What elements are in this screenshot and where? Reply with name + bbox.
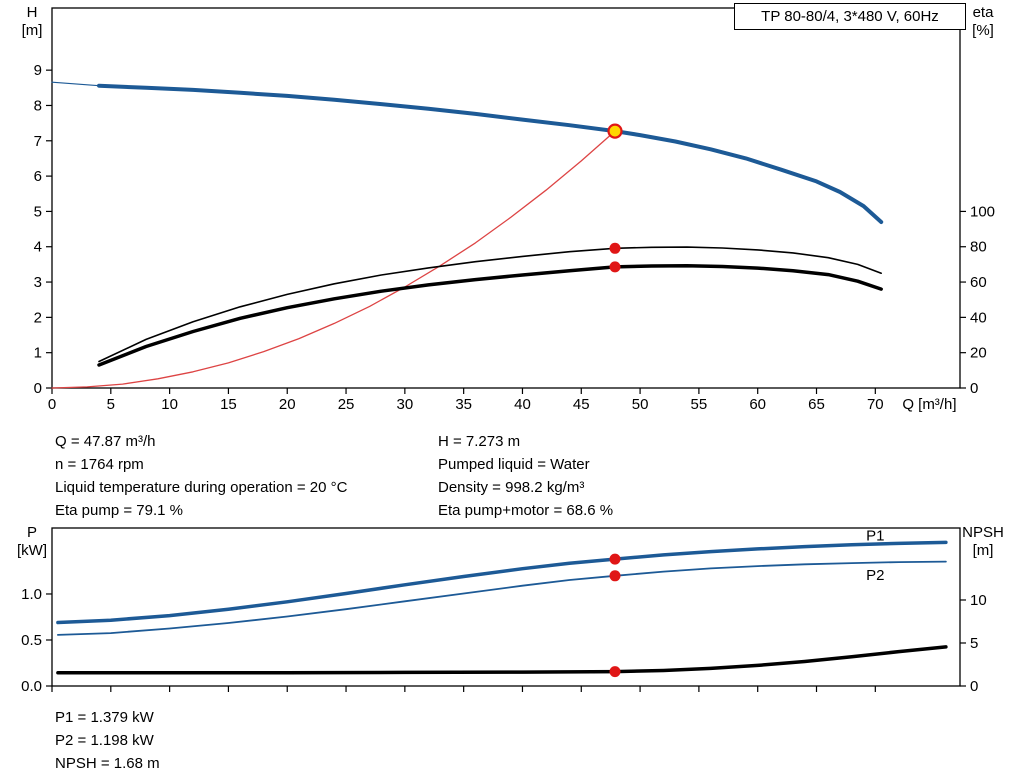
y-tick-label: 7 xyxy=(34,133,42,150)
x-tick-label: 55 xyxy=(691,396,708,413)
npsh-point xyxy=(609,666,621,678)
y-tick-label: 60 xyxy=(970,274,987,291)
x-tick-label: 25 xyxy=(338,396,355,413)
y-tick-label: 0 xyxy=(970,380,978,397)
eta-pump-curve xyxy=(98,246,883,363)
info-line-liquid-temp: Liquid temperature during operation = 20… xyxy=(55,479,348,496)
info-line-pumped-liquid: Pumped liquid = Water xyxy=(438,456,590,473)
eta-pump-point xyxy=(609,242,621,254)
info-line-h: H = 7.273 m xyxy=(438,433,521,450)
left-axis-name: P xyxy=(27,524,37,541)
right-axis-unit: [m] xyxy=(973,542,994,559)
y-tick-label: 100 xyxy=(970,203,995,220)
y-tick-label: 0 xyxy=(34,380,42,397)
p2-point xyxy=(609,570,621,582)
y-tick-label: 10 xyxy=(970,592,987,609)
y-tick-label: 1 xyxy=(34,345,42,362)
head-curve xyxy=(97,83,884,224)
p1-point xyxy=(609,553,621,565)
y-tick-label: 9 xyxy=(34,62,42,79)
y-tick-label: 40 xyxy=(970,309,987,326)
power-npsh-chart: 0.0 0.5 1.0 P[kW] 0 5 10 NPSH[m] P1 P2 xyxy=(17,524,1004,695)
info-line-density: Density = 998.2 kg/m³ xyxy=(438,479,585,496)
x-axis-label: Q [m³/h] xyxy=(902,396,956,413)
y-tick-label: 0 xyxy=(970,678,978,695)
y-tick-label: 5 xyxy=(34,203,42,220)
info-line-eta-pump-motor: Eta pump+motor = 68.6 % xyxy=(438,502,614,519)
y-tick-label: 20 xyxy=(970,345,987,362)
y-tick-label: 6 xyxy=(34,168,42,185)
chart-title: TP 80-80/4, 3*480 V, 60Hz xyxy=(761,8,939,25)
eta-pump-motor-curve xyxy=(97,264,883,367)
x-tick-label: 40 xyxy=(514,396,531,413)
x-tick-label: 5 xyxy=(107,396,115,413)
x-tick-label: 15 xyxy=(220,396,237,413)
operating-data-left-column: Q = 47.87 m³/h n = 1764 rpm Liquid tempe… xyxy=(55,430,347,522)
info-line-n: n = 1764 rpm xyxy=(55,456,144,473)
p1-curve xyxy=(56,540,948,625)
y-tick-label: 8 xyxy=(34,97,42,114)
head-curve-extrapolated xyxy=(51,81,100,87)
x-tick-label: 0 xyxy=(48,396,56,413)
x-tick-label: 50 xyxy=(632,396,649,413)
x-tick-label: 20 xyxy=(279,396,296,413)
system-curve xyxy=(51,130,616,389)
plot-frame xyxy=(51,527,961,687)
npsh-curve xyxy=(56,645,948,675)
y-tick-label: 2 xyxy=(34,309,42,326)
result-data-column: P1 = 1.379 kW P2 = 1.198 kW NPSH = 1.68 … xyxy=(55,706,160,775)
y-tick-label: 4 xyxy=(34,239,42,256)
x-tick-label: 65 xyxy=(808,396,825,413)
x-tick-label: 10 xyxy=(161,396,178,413)
p2-label: P2 xyxy=(866,567,884,584)
right-axis-unit: [%] xyxy=(972,22,994,39)
chart-title-box: TP 80-80/4, 3*480 V, 60Hz xyxy=(734,3,966,30)
hq-eta-chart: 0 5 10 15 20 25 30 35 40 45 50 55 60 65 70 Q [m³/h]0123… xyxy=(22,4,995,413)
y-tick-label: 1.0 xyxy=(21,586,42,603)
right-axis-name: NPSH xyxy=(962,524,1004,541)
left-axis-name: H xyxy=(27,4,38,21)
left-axis-unit: [kW] xyxy=(17,542,47,559)
x-tick-label: 35 xyxy=(455,396,472,413)
x-tick-label: 70 xyxy=(867,396,884,413)
x-tick-label: 60 xyxy=(749,396,766,413)
info-line-p2: P2 = 1.198 kW xyxy=(55,732,154,749)
info-line-q: Q = 47.87 m³/h xyxy=(55,433,156,450)
y-tick-label: 80 xyxy=(970,239,987,256)
info-line-eta-pump: Eta pump = 79.1 % xyxy=(55,502,183,519)
p1-label: P1 xyxy=(866,528,884,545)
y-tick-label: 3 xyxy=(34,274,42,291)
p2-curve xyxy=(57,560,947,636)
left-axis-unit: [m] xyxy=(22,22,43,39)
plot-frame xyxy=(51,7,961,389)
right-axis-name: eta xyxy=(973,4,995,21)
x-tick-label: 45 xyxy=(573,396,590,413)
info-line-npsh: NPSH = 1.68 m xyxy=(55,755,160,772)
info-line-p1: P1 = 1.379 kW xyxy=(55,709,154,726)
operating-data-right-column: H = 7.273 m Pumped liquid = Water Densit… xyxy=(438,430,613,522)
duty-point xyxy=(607,123,623,139)
x-tick-label: 30 xyxy=(397,396,414,413)
y-tick-label: 0.5 xyxy=(21,632,42,649)
y-tick-label: 5 xyxy=(970,635,978,652)
y-tick-label: 0.0 xyxy=(21,678,42,695)
eta-pump-motor-point xyxy=(609,261,621,273)
